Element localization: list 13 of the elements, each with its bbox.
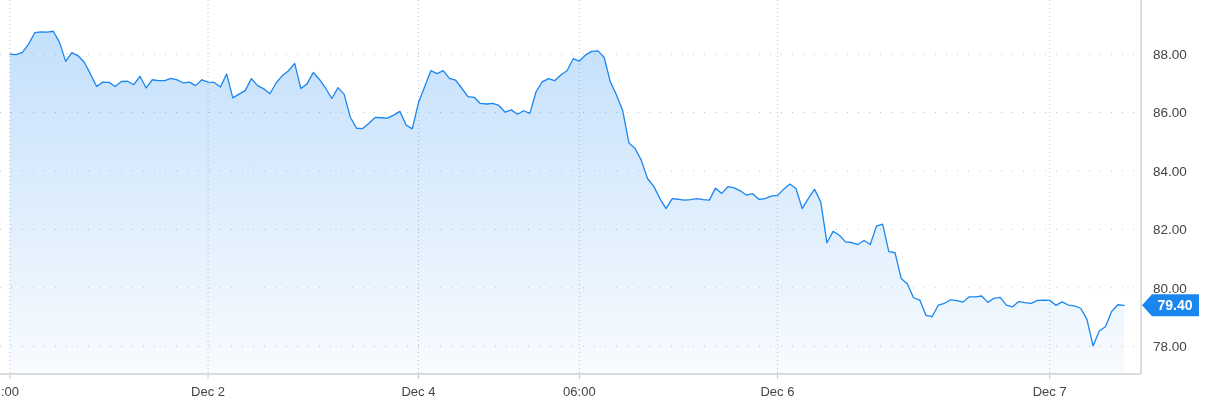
- y-tick-label: 80.00: [1153, 280, 1187, 296]
- y-tick-label: 88.00: [1153, 46, 1187, 62]
- x-tick-label: :00: [0, 384, 20, 399]
- x-tick-label: Dec 6: [760, 384, 795, 399]
- y-tick-label: 86.00: [1153, 105, 1187, 121]
- y-tick-label: 78.00: [1153, 338, 1187, 354]
- text: 79.40: [1157, 297, 1193, 314]
- y-tick-label: 82.00: [1153, 222, 1187, 238]
- x-tick-label: 06:00: [563, 384, 596, 399]
- x-tick-label: Dec 2: [191, 384, 226, 399]
- x-tick-label: Dec 4: [401, 384, 436, 399]
- y-tick-label: 84.00: [1153, 163, 1187, 179]
- x-tick-label: Dec 7: [1032, 384, 1067, 399]
